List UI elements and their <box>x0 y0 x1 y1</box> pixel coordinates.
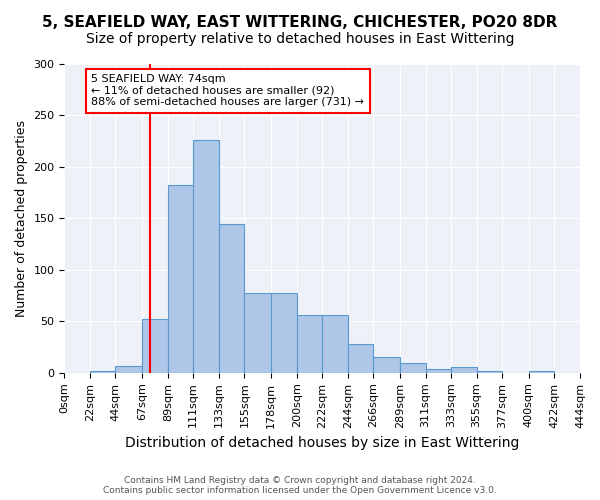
Bar <box>193 140 219 373</box>
Bar <box>142 320 168 373</box>
Bar <box>476 371 502 373</box>
Bar <box>451 366 476 373</box>
Bar <box>219 224 244 373</box>
Bar <box>296 315 322 373</box>
Bar <box>115 366 142 373</box>
Text: Contains HM Land Registry data © Crown copyright and database right 2024.
Contai: Contains HM Land Registry data © Crown c… <box>103 476 497 495</box>
Bar <box>322 315 348 373</box>
Bar <box>529 371 554 373</box>
Bar <box>425 368 451 373</box>
Text: 5, SEAFIELD WAY, EAST WITTERING, CHICHESTER, PO20 8DR: 5, SEAFIELD WAY, EAST WITTERING, CHICHES… <box>43 15 557 30</box>
Text: 5 SEAFIELD WAY: 74sqm
← 11% of detached houses are smaller (92)
88% of semi-deta: 5 SEAFIELD WAY: 74sqm ← 11% of detached … <box>91 74 364 108</box>
X-axis label: Distribution of detached houses by size in East Wittering: Distribution of detached houses by size … <box>125 436 520 450</box>
Bar <box>168 186 193 373</box>
Bar <box>271 292 296 373</box>
Bar <box>373 358 400 373</box>
Bar <box>348 344 373 373</box>
Y-axis label: Number of detached properties: Number of detached properties <box>15 120 28 317</box>
Bar <box>90 371 115 373</box>
Bar <box>244 292 271 373</box>
Bar <box>400 362 425 373</box>
Text: Size of property relative to detached houses in East Wittering: Size of property relative to detached ho… <box>86 32 514 46</box>
